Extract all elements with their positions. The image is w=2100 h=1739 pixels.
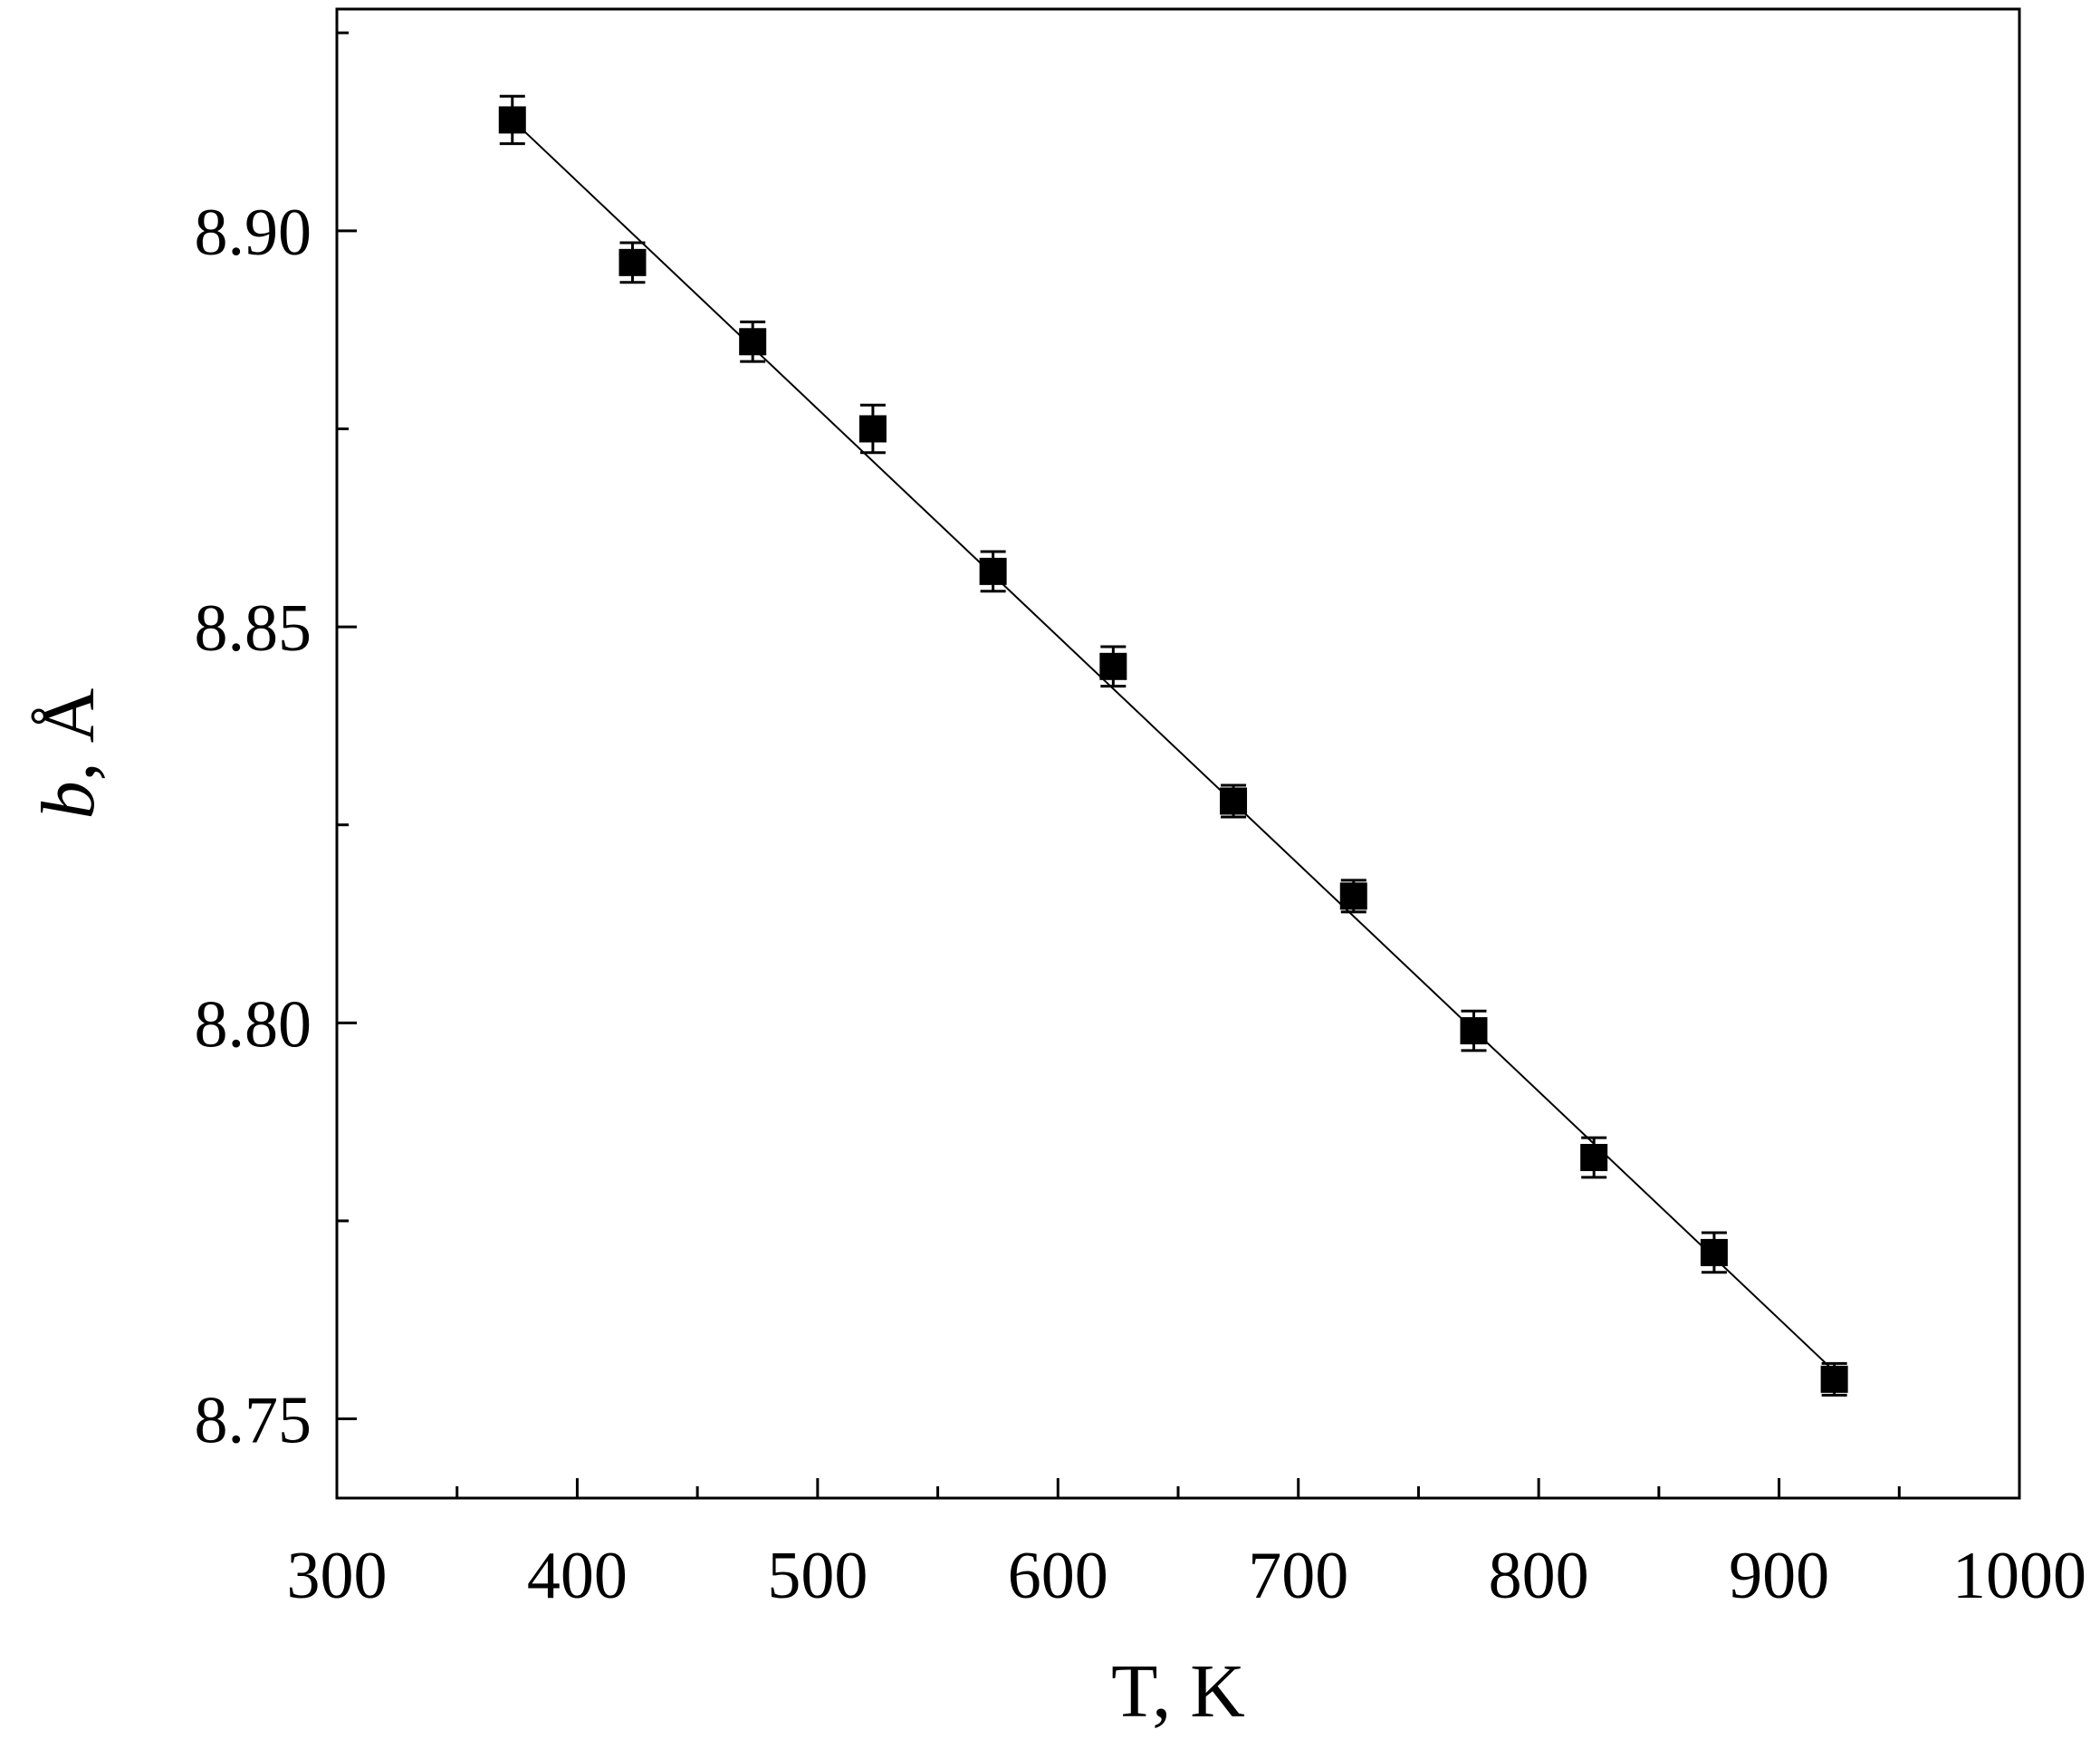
x-tick-label: 700: [1248, 1539, 1348, 1613]
x-tick-label: 900: [1729, 1539, 1829, 1613]
data-point: [1339, 879, 1367, 914]
square-marker: [739, 328, 767, 356]
data-point: [979, 550, 1007, 593]
axis-ticks: [335, 31, 2021, 1498]
data-point: [1580, 1136, 1608, 1179]
y-axis-label-variable: b: [26, 781, 110, 819]
y-tick-label: 8.85: [195, 591, 312, 666]
x-tick-label: 400: [527, 1539, 628, 1613]
y-axis-label: b, Å: [26, 687, 110, 819]
x-tick-label: 800: [1489, 1539, 1589, 1613]
square-marker: [618, 248, 647, 276]
square-marker: [979, 557, 1007, 585]
x-tick-label: 1000: [1952, 1539, 2086, 1613]
x-axis-label: T, K: [1111, 1649, 1245, 1734]
y-tick-label: 8.80: [195, 987, 312, 1062]
tick-labels: 300 400 500 600 700 800 900 1000 8.75 8.80 8.85 8.9…: [195, 196, 2087, 1613]
data-point: [1220, 783, 1248, 819]
data-point: [618, 241, 647, 284]
data-point: [1820, 1361, 1848, 1397]
data-point: [739, 320, 767, 363]
square-marker: [498, 106, 526, 134]
data-points: [498, 94, 1848, 1397]
data-point: [1460, 1009, 1488, 1052]
x-tick-label: 600: [1008, 1539, 1108, 1613]
plot-frame: [335, 7, 2021, 1500]
square-marker: [1220, 787, 1248, 815]
square-marker: [1099, 652, 1127, 680]
x-tick-label: 500: [767, 1539, 868, 1613]
square-marker: [1339, 882, 1367, 910]
y-axis-label-unit: , Å: [26, 687, 110, 781]
square-marker: [1820, 1365, 1848, 1393]
y-tick-label: 8.75: [195, 1384, 312, 1458]
data-point: [498, 94, 526, 146]
square-marker: [1700, 1238, 1728, 1266]
square-marker: [858, 415, 887, 443]
y-tick-label: 8.90: [195, 196, 312, 270]
square-marker: [1460, 1017, 1488, 1045]
data-point: [1099, 645, 1127, 688]
data-point: [858, 403, 887, 455]
data-point: [1700, 1231, 1728, 1274]
fit-line: [512, 119, 1836, 1372]
x-tick-label: 300: [287, 1539, 388, 1613]
square-marker: [1580, 1143, 1608, 1171]
